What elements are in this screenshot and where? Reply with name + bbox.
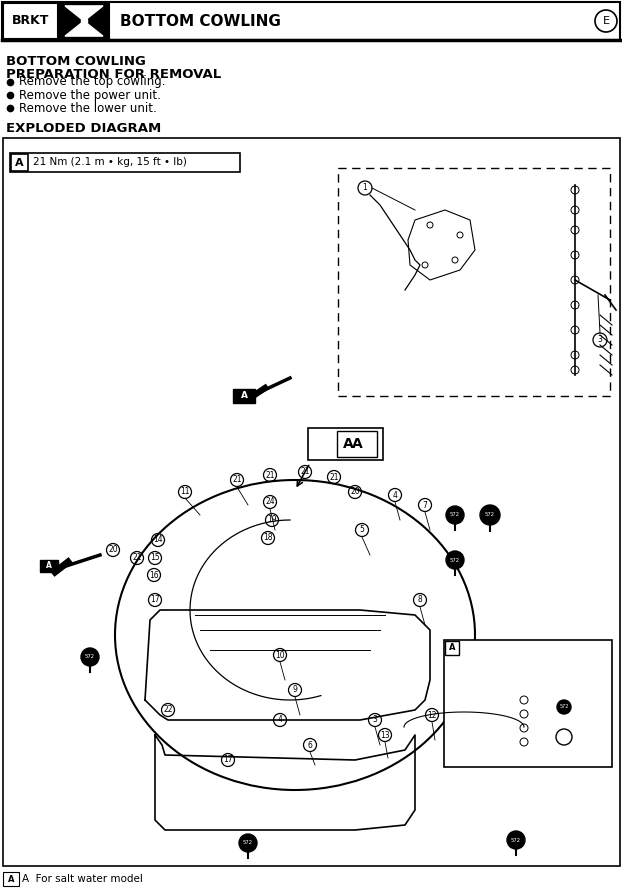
- Text: 3: 3: [373, 716, 378, 724]
- Text: 17: 17: [223, 756, 233, 765]
- Bar: [40, 560, 58, 572]
- Polygon shape: [65, 6, 103, 21]
- Text: 21: 21: [265, 471, 275, 480]
- Text: 572: 572: [559, 705, 569, 709]
- Text: A  For salt water model: A For salt water model: [22, 874, 143, 884]
- Bar: [233, 389, 255, 403]
- Text: 21: 21: [300, 467, 310, 476]
- Text: Remove the lower unit.: Remove the lower unit.: [19, 101, 157, 115]
- Text: 572: 572: [485, 513, 495, 517]
- Text: 21: 21: [132, 554, 142, 562]
- Text: A: A: [7, 875, 14, 884]
- Bar: [338, 168, 610, 396]
- Text: 12: 12: [427, 710, 437, 719]
- Text: 1: 1: [363, 183, 368, 192]
- Bar: [3, 872, 19, 886]
- Text: A: A: [448, 643, 455, 652]
- Circle shape: [81, 648, 99, 666]
- Circle shape: [239, 834, 257, 852]
- Circle shape: [480, 505, 500, 525]
- Text: 7: 7: [422, 500, 427, 509]
- Text: 19: 19: [267, 515, 277, 524]
- Bar: [3, 138, 620, 866]
- Text: 572: 572: [243, 840, 253, 846]
- Text: 4: 4: [277, 716, 282, 724]
- Text: 20: 20: [108, 546, 118, 554]
- Text: 20: 20: [350, 488, 360, 497]
- Text: A: A: [241, 392, 248, 401]
- Text: 8: 8: [417, 595, 422, 604]
- Text: 21: 21: [329, 473, 339, 481]
- Text: 9: 9: [292, 685, 297, 694]
- Text: 21: 21: [232, 475, 242, 484]
- Text: E: E: [603, 16, 610, 26]
- Text: A: A: [351, 437, 363, 451]
- Text: BOTTOM COWLING: BOTTOM COWLING: [120, 13, 281, 28]
- Circle shape: [557, 700, 571, 714]
- Text: BOTTOM COWLING: BOTTOM COWLING: [6, 55, 146, 68]
- Text: EXPLODED DIAGRAM: EXPLODED DIAGRAM: [6, 122, 161, 135]
- Text: 22: 22: [163, 706, 173, 715]
- Bar: [337, 431, 377, 457]
- Text: A: A: [343, 437, 353, 451]
- Bar: [11, 154, 28, 171]
- Text: 11: 11: [180, 488, 190, 497]
- Text: A: A: [15, 158, 24, 167]
- Polygon shape: [65, 21, 103, 36]
- Circle shape: [507, 831, 525, 849]
- Text: 572: 572: [450, 513, 460, 517]
- Text: 13: 13: [380, 731, 390, 740]
- Text: 14: 14: [153, 536, 163, 545]
- Text: 18: 18: [263, 533, 273, 543]
- Text: 24: 24: [265, 498, 275, 506]
- Text: 16: 16: [149, 570, 159, 579]
- Text: Remove the top cowling.: Remove the top cowling.: [19, 76, 165, 88]
- Bar: [81, 19, 87, 23]
- Text: PREPARATION FOR REMOVAL: PREPARATION FOR REMOVAL: [6, 68, 221, 81]
- Bar: [444, 640, 612, 767]
- Text: 4: 4: [392, 490, 397, 499]
- Bar: [59, 3, 109, 39]
- FancyBboxPatch shape: [308, 428, 383, 460]
- Text: 17: 17: [150, 595, 160, 604]
- Bar: [2, 2, 620, 40]
- Bar: [3, 3, 58, 39]
- Text: 572: 572: [511, 837, 521, 843]
- Circle shape: [446, 551, 464, 569]
- Circle shape: [446, 506, 464, 524]
- Text: Remove the power unit.: Remove the power unit.: [19, 88, 161, 101]
- Text: BRKT: BRKT: [12, 14, 49, 28]
- Text: 3: 3: [598, 336, 603, 344]
- Text: 6: 6: [307, 740, 312, 749]
- Text: A: A: [46, 562, 52, 570]
- Bar: [445, 641, 459, 655]
- Text: 572: 572: [450, 557, 460, 562]
- Text: 5: 5: [360, 525, 364, 535]
- Bar: [10, 153, 240, 172]
- Text: 572: 572: [85, 654, 95, 659]
- Text: 10: 10: [275, 651, 285, 659]
- Text: 21 Nm (2.1 m • kg, 15 ft • lb): 21 Nm (2.1 m • kg, 15 ft • lb): [33, 157, 187, 167]
- Text: 15: 15: [150, 554, 160, 562]
